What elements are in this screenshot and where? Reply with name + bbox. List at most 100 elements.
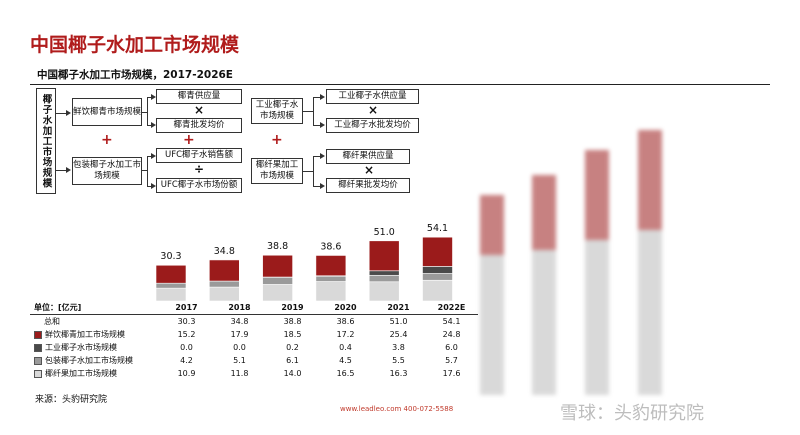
source-note: 来源：头豹研究院	[35, 395, 108, 405]
table-row-total: 总和 30.3 34.8 38.8 38.6 51.0 54.1	[30, 315, 478, 329]
series-name: 椰纤果加工市场规模	[45, 369, 117, 378]
times-icon: ×	[368, 103, 379, 117]
total-label: 30.3	[160, 251, 181, 262]
divide-icon: ÷	[194, 162, 205, 176]
legend-swatch	[34, 343, 42, 352]
table-cell: 4.5	[339, 356, 352, 365]
table-cell: 16.5	[336, 369, 355, 378]
bar-segment	[368, 270, 400, 276]
bar-segment	[209, 286, 240, 302]
watermark: 雪球：头豹研究院	[560, 403, 704, 424]
plus-icon: +	[101, 132, 113, 148]
total-label: 51.0	[374, 227, 395, 238]
bar-segment	[315, 281, 347, 302]
bar-segment	[315, 275, 347, 282]
table-cell: 10.9	[177, 369, 196, 378]
table-row: 鲜饮椰青加工市场规模 15.2 17.9 18.5 17.2 25.4 24.8	[30, 328, 478, 341]
table-header-row: 单位：[亿元] 2017 2018 2019 2020 2021 2022E	[30, 301, 478, 315]
factor-coconut-price: 椰青批发均价	[156, 118, 242, 133]
table-cell: 51.0	[389, 317, 408, 326]
legend-entry: 包装椰子水加工市场规模	[30, 354, 160, 367]
total-label: 34.8	[214, 246, 235, 257]
total-label: 54.1	[427, 223, 448, 234]
factor-ufc-share: UFC椰子水市场份额	[156, 178, 242, 193]
times-icon: ×	[194, 103, 205, 117]
bar-segment	[262, 276, 293, 285]
diagram-node-fresh: 鲜饮椰青市场规模	[72, 98, 142, 126]
data-table: 单位：[亿元] 2017 2018 2019 2020 2021 2022E 总…	[30, 301, 478, 380]
year-header: 2021	[372, 301, 425, 315]
factor-nata-supply: 椰纤果供应量	[326, 149, 410, 164]
blurred-forecast-area	[470, 100, 790, 400]
series-name: 鲜饮椰青加工市场规模	[45, 330, 125, 339]
bar-segment	[209, 280, 240, 288]
table-cell: 30.3	[177, 317, 196, 326]
legend-entry: 鲜饮椰青加工市场规模	[30, 328, 160, 341]
factor-ufc-sales: UFC椰子水销售额	[156, 148, 242, 163]
table-cell: 0.0	[233, 343, 246, 352]
total-label: 38.6	[320, 241, 341, 252]
legend-swatch	[34, 369, 42, 378]
unit-label: 单位：[亿元]	[30, 301, 160, 315]
total-label: 38.8	[267, 241, 288, 252]
chart-subtitle: 中国椰子水加工市场规模，2017-2026E	[37, 69, 233, 81]
table-cell: 14.0	[283, 369, 302, 378]
year-header: 2017	[160, 301, 213, 315]
times-icon: ×	[364, 163, 375, 177]
table-cell: 6.0	[445, 343, 458, 352]
table-row: 包装椰子水加工市场规模 4.2 5.1 6.1 4.5 5.5 5.7	[30, 354, 478, 367]
bar-segment	[315, 255, 347, 277]
table-cell: 38.6	[336, 317, 355, 326]
factor-industrial-price: 工业椰子水批发均价	[326, 118, 419, 133]
bar-segment	[368, 240, 400, 272]
table-cell: 54.1	[442, 317, 461, 326]
table-cell: 5.1	[233, 356, 246, 365]
bar-segment	[422, 279, 453, 302]
table-cell: 3.8	[392, 343, 405, 352]
diagram-node-industrial: 工业椰子水市场规模	[251, 98, 303, 124]
bar-segment	[209, 259, 240, 282]
bar-segment	[422, 266, 453, 274]
legend-swatch	[34, 330, 42, 339]
bar-segment	[262, 284, 293, 302]
table-cell: 5.7	[445, 356, 458, 365]
table-cell: 11.8	[230, 369, 249, 378]
bar-segment	[155, 287, 187, 302]
diagram-node-nata: 椰纤果加工市场规模	[251, 158, 303, 184]
table-cell: 0.0	[180, 343, 193, 352]
page-title: 中国椰子水加工市场规模	[30, 34, 240, 56]
table-cell: 16.3	[389, 369, 408, 378]
bar-segment	[155, 282, 187, 289]
year-header: 2022E	[425, 301, 478, 315]
table-cell: 0.4	[339, 343, 352, 352]
table-cell: 18.5	[283, 330, 302, 339]
table-cell: 25.4	[389, 330, 408, 339]
table-row: 工业椰子水市场规模 0.0 0.0 0.2 0.4 3.8 6.0	[30, 341, 478, 354]
table-row: 椰纤果加工市场规模 10.9 11.8 14.0 16.5 16.3 17.6	[30, 367, 478, 380]
table-cell: 17.9	[230, 330, 249, 339]
table-cell: 6.1	[286, 356, 299, 365]
table-cell: 38.8	[283, 317, 302, 326]
legend-swatch	[34, 356, 42, 365]
factor-industrial-supply: 工业椰子水供应量	[326, 89, 419, 104]
table-cell: 17.6	[442, 369, 461, 378]
bar-segment	[422, 273, 453, 281]
series-name: 包装椰子水加工市场规模	[45, 356, 133, 365]
legend-entry: 椰纤果加工市场规模	[30, 367, 160, 380]
table-cell: 17.2	[336, 330, 355, 339]
table-cell: 0.2	[286, 343, 299, 352]
year-header: 2018	[213, 301, 266, 315]
factor-coconut-supply: 椰青供应量	[156, 89, 242, 104]
table-cell: 34.8	[230, 317, 249, 326]
table-cell: 5.5	[392, 356, 405, 365]
bar-segment	[368, 281, 400, 302]
footer-contact: www.leadleo.com 400-072-5588	[340, 405, 454, 413]
bar-segment	[155, 264, 187, 284]
legend-entry: 工业椰子水市场规模	[30, 341, 160, 354]
table-cell: 15.2	[177, 330, 196, 339]
row-label: 总和	[44, 317, 60, 326]
factor-nata-price: 椰纤果批发均价	[326, 178, 410, 193]
plus-icon: +	[271, 132, 283, 148]
bar-segment	[422, 236, 453, 267]
